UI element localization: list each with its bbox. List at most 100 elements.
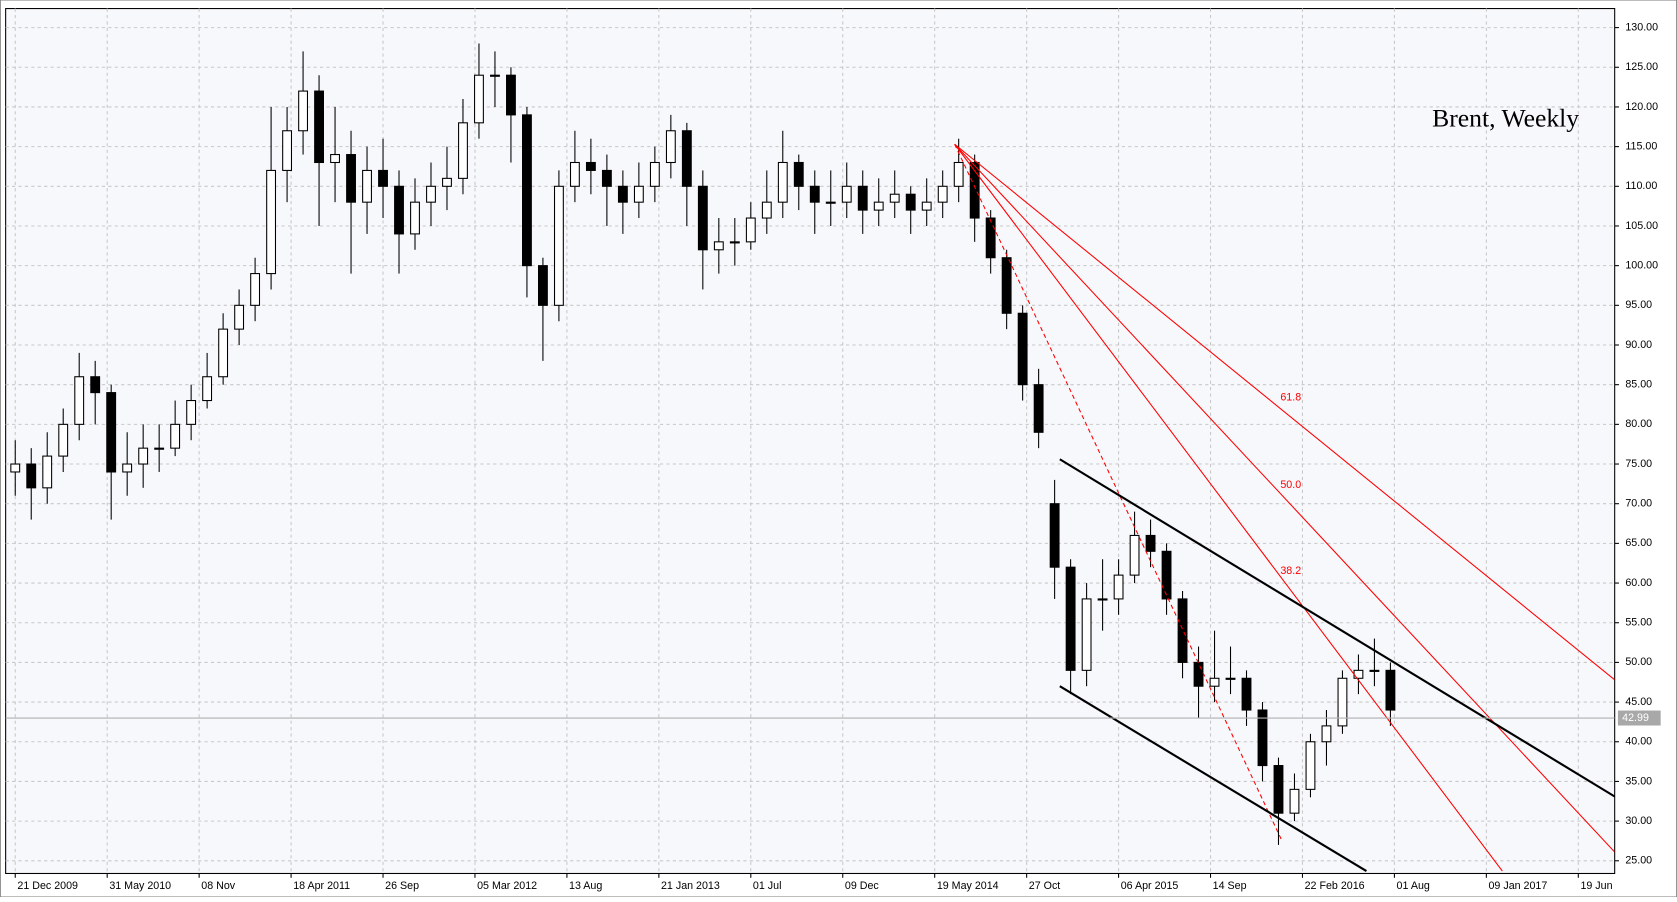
y-tick-label: 65.00 xyxy=(1625,537,1652,549)
y-tick-label: 70.00 xyxy=(1625,498,1652,510)
candle-body xyxy=(1273,765,1284,814)
candle-body xyxy=(74,376,85,425)
y-tick-label: 115.00 xyxy=(1625,140,1657,152)
channel-line xyxy=(1059,685,1367,873)
candle-body xyxy=(633,185,644,203)
candle-body xyxy=(1049,503,1060,568)
candle-body xyxy=(410,201,420,235)
candle-body xyxy=(857,185,868,211)
candle-body xyxy=(426,185,436,203)
candle-body xyxy=(697,185,708,251)
y-tick-label: 130.00 xyxy=(1625,21,1658,33)
candle-body xyxy=(58,423,69,457)
candle-body xyxy=(138,447,149,465)
x-tick-label: 21 Dec 2009 xyxy=(17,880,78,892)
candle-body xyxy=(298,90,309,132)
candle-body xyxy=(10,463,21,473)
candle-body xyxy=(314,90,324,164)
fan-line xyxy=(954,144,1282,840)
candle-body xyxy=(26,463,37,489)
candle-body xyxy=(266,169,277,275)
candle-body xyxy=(282,130,293,171)
y-tick-label: 105.00 xyxy=(1625,220,1658,232)
x-tick-label: 19 Jun xyxy=(1580,880,1612,892)
candle-body xyxy=(537,265,548,306)
candle-body xyxy=(1161,550,1172,600)
candle-body xyxy=(250,273,261,306)
y-tick-label: 100.00 xyxy=(1625,259,1658,271)
y-tick-label: 80.00 xyxy=(1625,418,1652,430)
candle-body xyxy=(777,161,788,203)
x-tick-label: 22 Feb 2016 xyxy=(1305,880,1365,892)
x-tick-label: 09 Dec xyxy=(845,880,880,892)
candle-body xyxy=(170,423,181,449)
candle-body xyxy=(665,130,676,164)
y-tick-label: 45.00 xyxy=(1625,696,1652,708)
candle-body xyxy=(1305,741,1316,790)
candle-body xyxy=(905,193,916,211)
x-tick-label: 31 May 2010 xyxy=(109,880,171,892)
x-tick-label: 01 Jul xyxy=(753,880,782,892)
candle-body xyxy=(1065,566,1076,671)
candle-body xyxy=(985,217,996,259)
candle-body xyxy=(234,304,245,330)
x-tick-label: 05 Mar 2012 xyxy=(477,880,537,892)
candle-body xyxy=(713,241,724,251)
candle-body xyxy=(585,161,596,171)
x-tick-label: 21 Jan 2013 xyxy=(661,880,720,892)
candle-body xyxy=(873,201,884,211)
candle-body xyxy=(186,400,197,425)
candle-body xyxy=(729,241,740,244)
y-tick-label: 120.00 xyxy=(1625,101,1658,113)
x-tick-label: 01 Aug xyxy=(1397,880,1430,892)
y-tick-label: 85.00 xyxy=(1625,379,1652,391)
candle-body xyxy=(1193,661,1204,687)
candle-body xyxy=(458,122,468,179)
candle-body xyxy=(378,169,388,187)
candle-body xyxy=(42,455,53,489)
candle-body xyxy=(1321,725,1332,743)
candle-body xyxy=(1001,257,1012,314)
candle-body xyxy=(202,376,213,402)
y-tick-label: 90.00 xyxy=(1625,339,1652,351)
candle-body xyxy=(1177,598,1188,663)
candle-body xyxy=(1081,598,1092,671)
y-tick-label: 25.00 xyxy=(1625,855,1652,867)
candle-body xyxy=(601,169,612,187)
marks: 61.8 50.0 38.2 xyxy=(5,43,1615,873)
y-tick-label: 30.00 xyxy=(1625,815,1652,827)
fan-line xyxy=(954,143,1615,681)
candle-body xyxy=(442,177,452,187)
channel-line xyxy=(1059,458,1615,798)
candle-body xyxy=(394,185,404,235)
candle-body xyxy=(1257,709,1268,767)
candle-body xyxy=(122,463,133,473)
candle-body xyxy=(1225,677,1236,680)
x-tick-label: 06 Apr 2015 xyxy=(1121,880,1179,892)
candle-body xyxy=(1241,677,1252,711)
candle-body xyxy=(474,74,484,124)
candle-body xyxy=(841,185,852,203)
candle-body xyxy=(889,193,900,203)
candle-body xyxy=(346,154,356,203)
candle-body xyxy=(649,161,660,187)
x-tick-label: 19 May 2014 xyxy=(937,880,999,892)
candle-body xyxy=(330,154,340,164)
fan-line xyxy=(954,143,1615,853)
candle-body xyxy=(617,185,628,203)
y-tick-label: 55.00 xyxy=(1625,617,1652,629)
y-tick-label: 75.00 xyxy=(1625,458,1652,470)
fan-line xyxy=(954,143,1503,872)
fan-label: 38.2 xyxy=(1280,565,1301,577)
x-tick-label: 14 Sep xyxy=(1213,880,1247,892)
candle-body xyxy=(1129,534,1140,576)
candle-body xyxy=(362,169,372,203)
candle-body xyxy=(825,201,836,204)
fan-label: 50.0 xyxy=(1280,479,1301,491)
y-tick-label: 110.00 xyxy=(1625,180,1657,192)
candle-body xyxy=(154,447,165,450)
chart-title: Brent, Weekly xyxy=(1432,104,1579,133)
x-tick-label: 09 Jan 2017 xyxy=(1489,880,1548,892)
candle-body xyxy=(490,74,500,77)
